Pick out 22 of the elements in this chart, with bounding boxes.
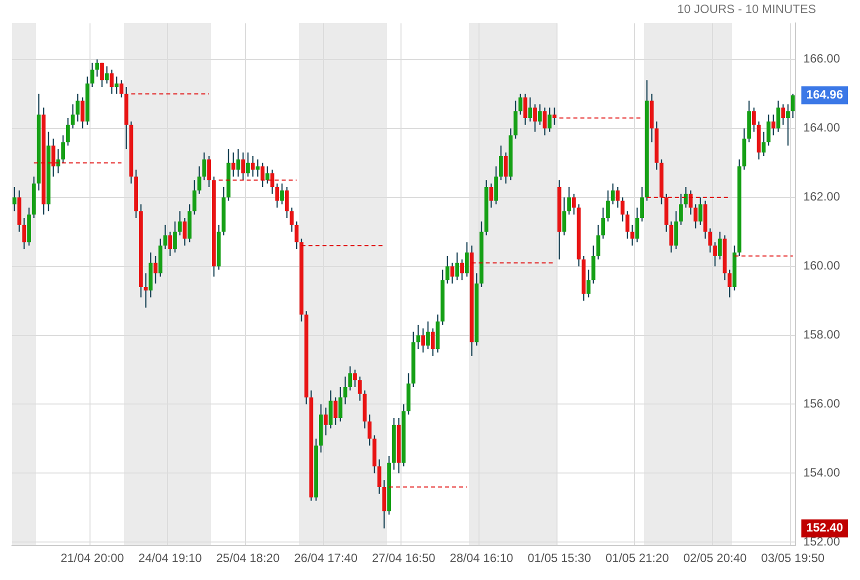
text: 164.96 xyxy=(806,88,844,102)
x-tick-label: 26/04 17:40 xyxy=(294,551,358,566)
x-tick-label: 03/05 19:50 xyxy=(761,551,825,566)
y-tick-label: 158.00 xyxy=(803,328,840,342)
y-tick-label: 166.00 xyxy=(803,52,840,66)
y-tick-label: 156.00 xyxy=(803,396,840,411)
x-tick-label: 01/05 15:30 xyxy=(528,551,592,566)
x-tick-label: 25/04 18:20 xyxy=(216,551,280,566)
y-tick-label: 152.00 xyxy=(803,534,840,548)
y-tick-label: 160.00 xyxy=(803,258,840,273)
text: 152.40 xyxy=(806,520,844,535)
y-tick-label: 154.00 xyxy=(803,466,840,480)
x-tick-label: 01/05 21:20 xyxy=(605,551,670,566)
x-tick-label: 21/04 20:00 xyxy=(60,551,124,566)
x-tick-label: 02/05 20:40 xyxy=(683,551,748,566)
chart-subtitle: 10 JOURS - 10 MINUTES xyxy=(677,2,816,16)
x-tick-label: 28/04 16:10 xyxy=(450,551,514,566)
y-tick-label: 164.00 xyxy=(803,120,840,135)
x-tick-label: 27/04 16:50 xyxy=(372,551,436,566)
x-tick-label: 24/04 19:10 xyxy=(138,551,202,566)
y-tick-label: 162.00 xyxy=(803,190,840,204)
candlestick xyxy=(144,273,148,308)
